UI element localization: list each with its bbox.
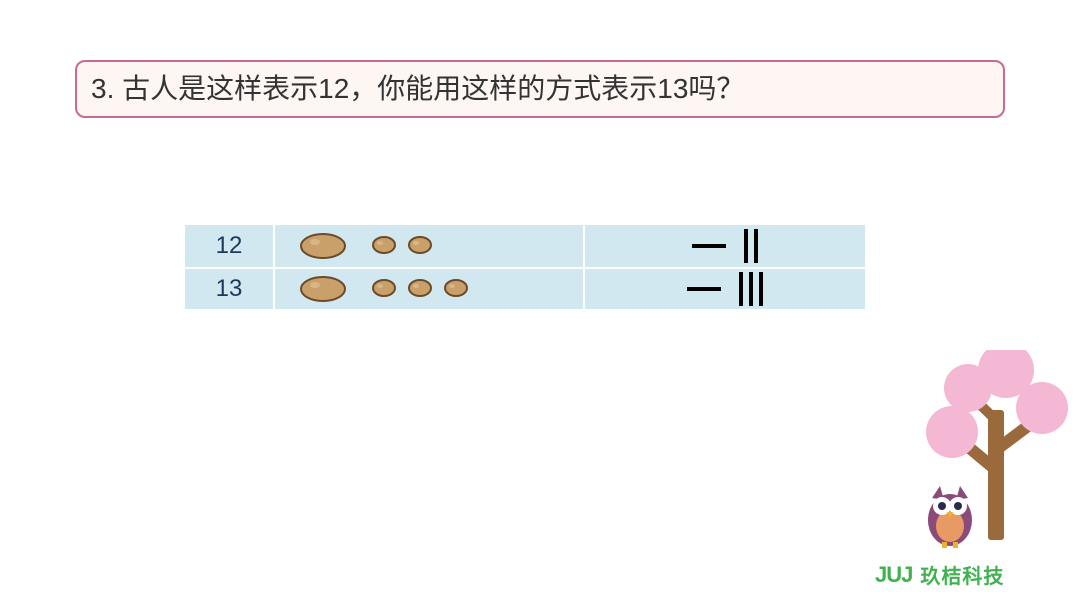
small-stone-icon — [371, 233, 397, 260]
tally-one — [744, 229, 748, 263]
table-row: 12 — [185, 225, 865, 267]
table-row: 13 — [185, 267, 865, 309]
owl-icon — [920, 480, 980, 550]
cell-stones — [275, 225, 585, 267]
question-text: 古人是这样表示12，你能用这样的方式表示13吗？ — [122, 73, 744, 104]
tally-one — [739, 272, 743, 306]
tally-one — [749, 272, 753, 306]
big-stone-icon — [299, 228, 347, 265]
question-box: 3. 古人是这样表示12，你能用这样的方式表示13吗？ — [75, 60, 1005, 118]
brand-logo: JUJ 玖桔科技 — [875, 560, 1004, 589]
tally-one — [759, 272, 763, 306]
number-table: 12 13 — [185, 225, 865, 309]
cell-number: 13 — [185, 269, 275, 309]
brand-name: 玖桔科技 — [920, 560, 1004, 589]
tally-ten — [687, 287, 721, 291]
tally-ten — [692, 244, 726, 248]
small-stone-icon — [407, 276, 433, 303]
cell-stones — [275, 269, 585, 309]
cell-tally — [585, 269, 865, 309]
small-stone-icon — [371, 276, 397, 303]
small-stone-icon — [407, 233, 433, 260]
small-stone-icon — [443, 276, 469, 303]
question-number: 3. — [91, 73, 114, 104]
tally-one — [754, 229, 758, 263]
big-stone-icon — [299, 271, 347, 308]
cell-tally — [585, 225, 865, 267]
brand-mark: JUJ — [875, 562, 912, 588]
cell-number: 12 — [185, 225, 275, 267]
